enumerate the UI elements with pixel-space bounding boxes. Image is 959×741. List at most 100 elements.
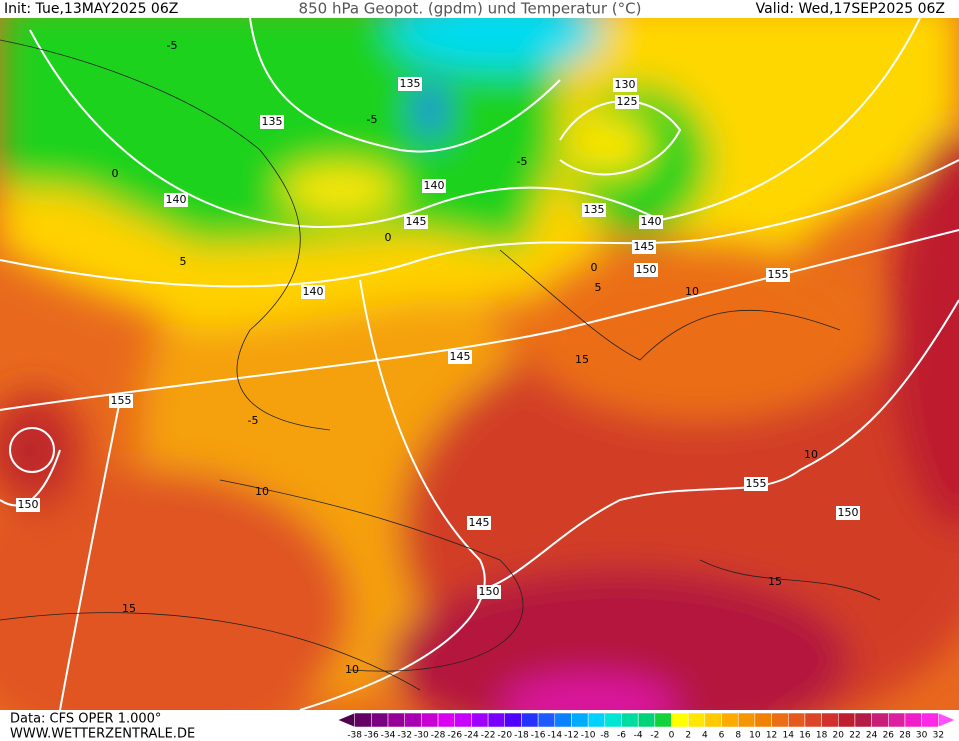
geopotential-label-box [164,193,188,207]
colorbar-swatch [854,712,872,728]
colorbar-swatch [604,712,622,728]
geopotential-label: 125 [617,95,638,108]
geopotential-label: 140 [424,179,445,192]
colorbar-label: -30 [414,731,429,741]
colorbar-swatch [354,712,372,728]
geopotential-label: 140 [303,285,324,298]
colorbar-swatch [888,712,906,728]
colorbar-label: -12 [564,731,579,741]
geopotential-label-box [632,240,656,254]
colorbar-swatch [571,712,589,728]
geopotential-label-box [744,477,768,491]
temperature-label: 15 [122,602,136,615]
colorbar-swatch [387,712,405,728]
colorbar-label: -32 [397,731,412,741]
geopotential-label-box [766,268,790,282]
colorbar-swatch [721,712,739,728]
colorbar-label: 24 [866,731,878,741]
temperature-label: 0 [112,167,119,180]
colorbar-label: 10 [749,731,761,741]
geopotential-label-box [301,285,325,299]
geopotential-label: 150 [838,506,859,519]
colorbar-label: 26 [883,731,895,741]
colorbar-swatch [687,712,706,728]
colorbar-swatch [871,712,889,728]
geopotential-label: 145 [634,240,655,253]
colorbar-label: 14 [783,731,795,741]
geopotential-label: 145 [450,350,471,363]
colorbar-label: 16 [799,731,811,741]
colorbar-swatch [587,712,606,728]
colorbar-label: -34 [381,731,396,741]
colorbar-swatch [404,712,422,728]
colorbar-swatch [504,712,522,728]
colorbar-label: -10 [581,731,596,741]
colorbar-swatch [754,712,772,728]
colorbar-swatch [921,712,939,728]
geopotential-label: 150 [479,585,500,598]
colorbar-label: -2 [650,731,659,741]
temperature-label: 10 [804,448,818,461]
geopotential-label: 135 [584,203,605,216]
colorbar-label: -6 [617,731,626,741]
geopotential-label-box [422,179,446,193]
colorbar-swatch [371,712,389,728]
colorbar-label: 12 [766,731,777,741]
colorbar-swatch [454,712,472,728]
colorbar-swatch [554,712,572,728]
isotherms [0,39,881,691]
colorbar-label: -4 [634,731,643,741]
temperature-label: 15 [768,575,782,588]
colorbar-label: -20 [497,731,512,741]
geopotential-label-box [467,516,491,530]
colorbar-label: -8 [600,731,609,741]
colorbar-swatch [487,712,506,728]
colorbar-label: 22 [849,731,860,741]
geopotential-label-box [582,203,606,217]
temperature-label: -5 [248,414,259,427]
website: WWW.WETTERZENTRALE.DE [10,727,195,741]
colorbar-label: -16 [531,731,546,741]
geopotential-contours [0,18,959,710]
temperature-label: 5 [180,255,187,268]
temperature-label: 10 [255,485,269,498]
temperature-label: -5 [367,113,378,126]
geopotential-label-box [16,498,40,512]
colorbar-swatch [471,712,489,728]
geopotential-label: 140 [166,193,187,206]
geopotential-label: 150 [636,263,657,276]
colorbar-label: 32 [933,731,944,741]
geopotential-label: 130 [615,78,636,91]
colorbar-swatch [787,712,806,728]
geopotential-label-box [639,215,663,229]
geopotential-label: 155 [768,268,789,281]
colorbar-swatch [621,712,639,728]
colorbar-label: -26 [447,731,462,741]
colorbar-swatch [771,712,789,728]
geopotential-label-box [448,350,472,364]
temperature-label: 0 [591,261,598,274]
temperature-label: 10 [345,663,359,676]
geopotential-label-box [398,77,422,91]
colorbar-swatch [521,712,539,728]
colorbar-swatch [421,712,439,728]
colorbar-swatch [637,712,656,728]
temperature-label: 15 [575,353,589,366]
colorbar-swatch [821,712,839,728]
geopotential-label-box [615,95,639,109]
colorbar-swatch [804,712,822,728]
colorbar-label: 4 [702,731,708,741]
colorbar-swatch [537,712,556,728]
colorbar-label: -18 [514,731,529,741]
colorbar-label: -24 [464,731,479,741]
colorbar-label: 0 [669,731,675,741]
geopotential-label: 155 [746,477,767,490]
geopotential-label: 155 [111,394,132,407]
colorbar-label: -22 [481,731,496,741]
geopotential-label: 145 [406,215,427,228]
temperature-label: 0 [385,231,392,244]
geopotential-label-box [634,263,658,277]
geopotential-label-box [477,585,501,599]
geopotential-label: 135 [262,115,283,128]
map-title: 850 hPa Geopot. (gpdm) und Temperatur (°… [299,0,642,18]
